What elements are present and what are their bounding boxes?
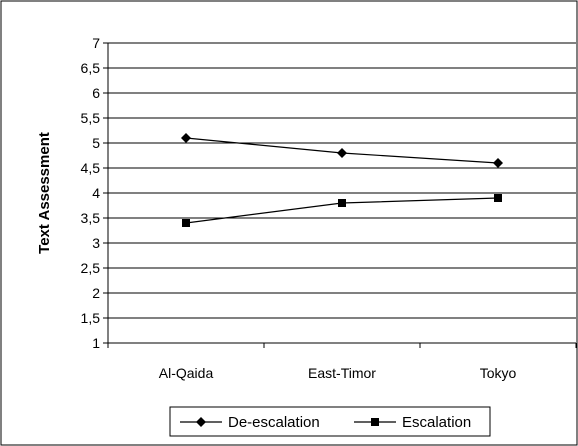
data-point-escalation (494, 194, 502, 202)
legend-box (169, 406, 491, 437)
y-tick-label: 3,5 (81, 210, 101, 226)
legend-label-escalation: Escalation (402, 414, 471, 431)
legend-marker-diamond-icon (196, 417, 206, 427)
y-tick-label: 3 (92, 235, 100, 251)
data-point-escalation (182, 219, 190, 227)
x-tick-labels: Al-Qaida East-Timor Tokyo (159, 365, 517, 381)
series (181, 133, 503, 227)
data-point-escalation (338, 199, 346, 207)
legend-marker-square-icon (371, 418, 379, 426)
y-tick-label: 6,5 (81, 60, 101, 76)
data-point-de-escalation (337, 148, 347, 158)
y-tick-label: 4,5 (81, 160, 101, 176)
legend: De-escalation Escalation (169, 406, 491, 437)
legend-item-de-escalation: De-escalation (180, 414, 320, 431)
legend-label-de-escalation: De-escalation (228, 414, 320, 431)
y-tick-labels: 1 1,5 2 2,5 3 3,5 4 4,5 5 5,5 6 6,5 7 (81, 35, 101, 351)
y-axis-title: Text Assessment (36, 132, 53, 254)
y-tick-label: 5,5 (81, 110, 101, 126)
x-tick-label: East-Timor (308, 365, 376, 381)
data-point-de-escalation (181, 133, 191, 143)
axes (103, 42, 577, 348)
data-point-de-escalation (493, 158, 503, 168)
legend-item-escalation: Escalation (354, 414, 471, 431)
y-tick-label: 5 (92, 135, 100, 151)
y-tick-label: 2 (92, 285, 100, 301)
y-tick-label: 1 (92, 335, 100, 351)
y-tick-label: 6 (92, 85, 100, 101)
y-tick-label: 7 (92, 35, 100, 51)
x-tick-label: Al-Qaida (159, 365, 214, 381)
y-tick-label: 1,5 (81, 310, 101, 326)
y-tick-label: 2,5 (81, 260, 101, 276)
x-tick-label: Tokyo (480, 365, 517, 381)
y-tick-label: 4 (92, 185, 100, 201)
